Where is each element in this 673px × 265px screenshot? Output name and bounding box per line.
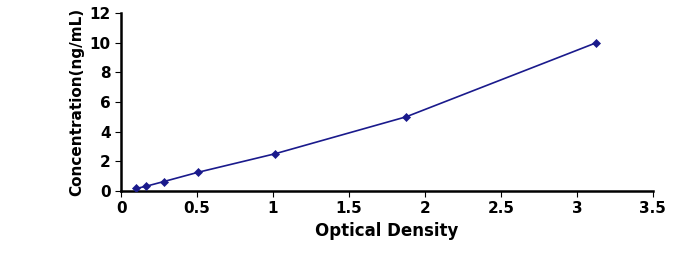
Y-axis label: Concentration(ng/mL): Concentration(ng/mL) (69, 8, 84, 196)
X-axis label: Optical Density: Optical Density (315, 222, 459, 240)
